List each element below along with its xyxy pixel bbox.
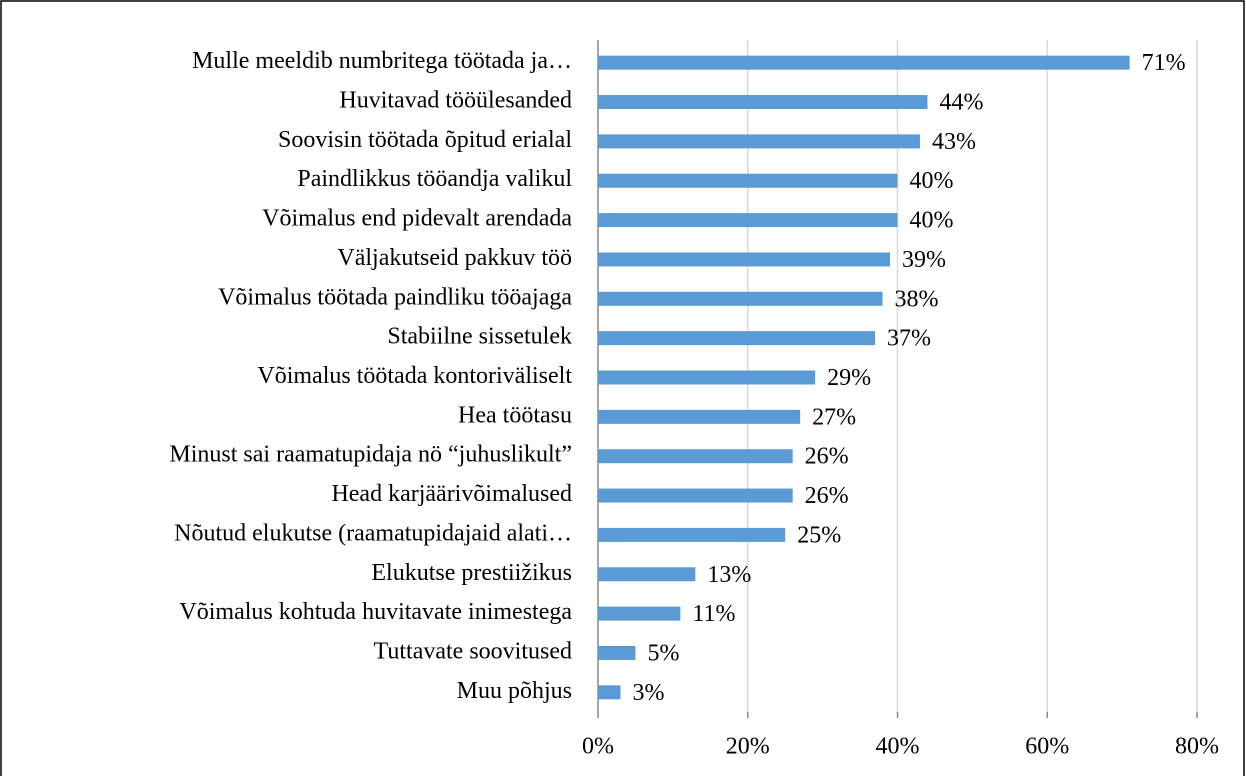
bar	[598, 291, 883, 306]
y-tick-label: Mulle meeldib numbritega töötada ja…	[192, 48, 572, 74]
data-label: 44%	[939, 90, 983, 116]
y-tick-label: Võimalus töötada kontoriväliselt	[257, 363, 572, 389]
bar	[598, 488, 793, 503]
y-tick-label: Minust sai raamatupidaja nö “juhuslikult…	[169, 442, 572, 468]
x-tick-label: 60%	[1025, 734, 1069, 760]
bar	[598, 331, 876, 346]
bar	[598, 685, 621, 700]
y-tick-label: Võimalus kohtuda huvitavate inimestega	[179, 599, 572, 625]
data-label: 13%	[707, 562, 751, 588]
y-tick-label: Tuttavate soovitused	[374, 638, 572, 664]
y-tick-label: Huvitavad tööülesanded	[339, 88, 572, 114]
bar	[598, 527, 786, 542]
data-label: 40%	[910, 168, 954, 194]
x-tick-label: 0%	[582, 734, 614, 760]
data-label: 40%	[910, 208, 954, 234]
bar	[598, 409, 801, 424]
data-label: 43%	[932, 129, 976, 155]
data-label: 26%	[805, 483, 849, 509]
x-tick-label: 20%	[726, 734, 770, 760]
bar	[598, 370, 816, 385]
bar	[598, 252, 891, 267]
y-tick-label: Võimalus töötada paindliku tööajaga	[218, 284, 572, 310]
bar	[598, 173, 898, 188]
data-label: 11%	[692, 601, 735, 627]
bar	[598, 606, 681, 621]
data-label: 25%	[797, 522, 841, 548]
y-tick-label: Paindlikkus tööandja valikul	[297, 166, 572, 192]
y-tick-label: Nõutud elukutse (raamatupidajaid alati…	[174, 520, 572, 546]
bar	[598, 567, 696, 582]
y-tick-label: Väljakutseid pakkuv töö	[337, 245, 572, 271]
data-label: 37%	[887, 326, 931, 352]
bar	[598, 95, 928, 110]
x-tick-label: 80%	[1175, 734, 1219, 760]
data-label: 38%	[895, 286, 939, 312]
x-tick-label: 40%	[876, 734, 920, 760]
bar	[598, 213, 898, 228]
y-tick-label: Elukutse prestiižikus	[371, 560, 572, 586]
data-label: 3%	[632, 680, 664, 706]
y-tick-label: Muu põhjus	[457, 678, 572, 704]
bar	[598, 55, 1130, 70]
data-label: 71%	[1142, 50, 1186, 76]
bar	[598, 449, 793, 464]
data-label: 26%	[805, 444, 849, 470]
y-tick-label: Soovisin töötada õpitud erialal	[278, 127, 572, 153]
data-label: 5%	[647, 640, 679, 666]
y-tick-label: Võimalus end pidevalt arendada	[262, 206, 572, 232]
data-label: 29%	[827, 365, 871, 391]
bar	[598, 134, 920, 149]
y-tick-label: Hea töötasu	[458, 402, 572, 428]
y-tick-label: Stabiilne sissetulek	[387, 324, 572, 350]
data-label: 39%	[902, 247, 946, 273]
bar	[598, 645, 636, 660]
y-tick-label: Head karjäärivõimalused	[331, 481, 572, 507]
data-label: 27%	[812, 404, 856, 430]
